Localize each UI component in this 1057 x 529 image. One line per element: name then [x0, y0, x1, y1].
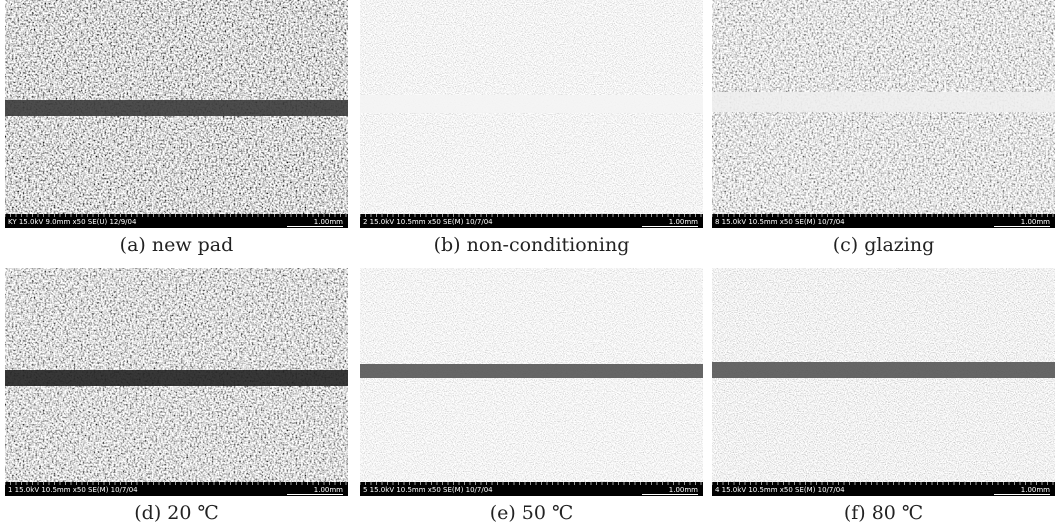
- groove: [712, 92, 1055, 112]
- info-bar: [5, 214, 348, 228]
- info-text: KY 15.0kV 9.0mm x50 SE(U) 12/9/04: [8, 218, 137, 226]
- panel: 8 15.0kV 10.5mm x50 SE(M) 10/7/04 1.00mm (…: [712, 0, 1055, 256]
- panel: 2 15.0kV 10.5mm x50 SE(M) 10/7/04 1.00mm (…: [360, 0, 703, 256]
- groove: [712, 362, 1055, 378]
- scale-label: 1.00mm: [669, 218, 698, 226]
- scale-label: 1.00mm: [314, 218, 343, 226]
- sem-image: 5 15.0kV 10.5mm x50 SE(M) 10/7/04 1.00mm: [360, 268, 703, 496]
- caption: (c) glazing: [832, 234, 935, 256]
- panel: 5 15.0kV 10.5mm x50 SE(M) 10/7/04 1.00mm (…: [360, 268, 703, 524]
- caption: (d) 20 ℃: [134, 502, 219, 524]
- scale-label: 1.00mm: [1021, 486, 1050, 494]
- caption: (f) 80 ℃: [843, 502, 924, 524]
- sem-image: 8 15.0kV 10.5mm x50 SE(M) 10/7/04 1.00mm: [712, 0, 1055, 228]
- panel: KY 15.0kV 9.0mm x50 SE(U) 12/9/04 1.00mm (…: [5, 0, 348, 256]
- caption: (a) new pad: [119, 234, 234, 256]
- info-bar: [712, 214, 1055, 228]
- groove: [5, 100, 348, 116]
- caption: (b) non-conditioning: [433, 234, 630, 256]
- info-text: 2 15.0kV 10.5mm x50 SE(M) 10/7/04: [363, 218, 493, 226]
- caption: (e) 50 ℃: [489, 502, 574, 524]
- panel: 1 15.0kV 10.5mm x50 SE(M) 10/7/04 1.00mm (…: [5, 268, 348, 524]
- sem-image: 1 15.0kV 10.5mm x50 SE(M) 10/7/04 1.00mm: [5, 268, 348, 496]
- sem-image: 4 15.0kV 10.5mm x50 SE(M) 10/7/04 1.00mm: [712, 268, 1055, 496]
- groove: [360, 95, 703, 113]
- info-text: 8 15.0kV 10.5mm x50 SE(M) 10/7/04: [715, 218, 845, 226]
- groove: [5, 370, 348, 386]
- sem-image: 2 15.0kV 10.5mm x50 SE(M) 10/7/04 1.00mm: [360, 0, 703, 228]
- info-bar: [5, 482, 348, 496]
- info-text: 1 15.0kV 10.5mm x50 SE(M) 10/7/04: [8, 486, 138, 494]
- scale-label: 1.00mm: [314, 486, 343, 494]
- info-text: 5 15.0kV 10.5mm x50 SE(M) 10/7/04: [363, 486, 493, 494]
- groove: [360, 364, 703, 378]
- info-bar: [360, 482, 703, 496]
- sem-image: KY 15.0kV 9.0mm x50 SE(U) 12/9/04 1.00mm: [5, 0, 348, 228]
- info-bar: [360, 214, 703, 228]
- info-bar: [712, 482, 1055, 496]
- info-text: 4 15.0kV 10.5mm x50 SE(M) 10/7/04: [715, 486, 845, 494]
- scale-label: 1.00mm: [1021, 218, 1050, 226]
- scale-label: 1.00mm: [669, 486, 698, 494]
- panel: 4 15.0kV 10.5mm x50 SE(M) 10/7/04 1.00mm (…: [712, 268, 1055, 524]
